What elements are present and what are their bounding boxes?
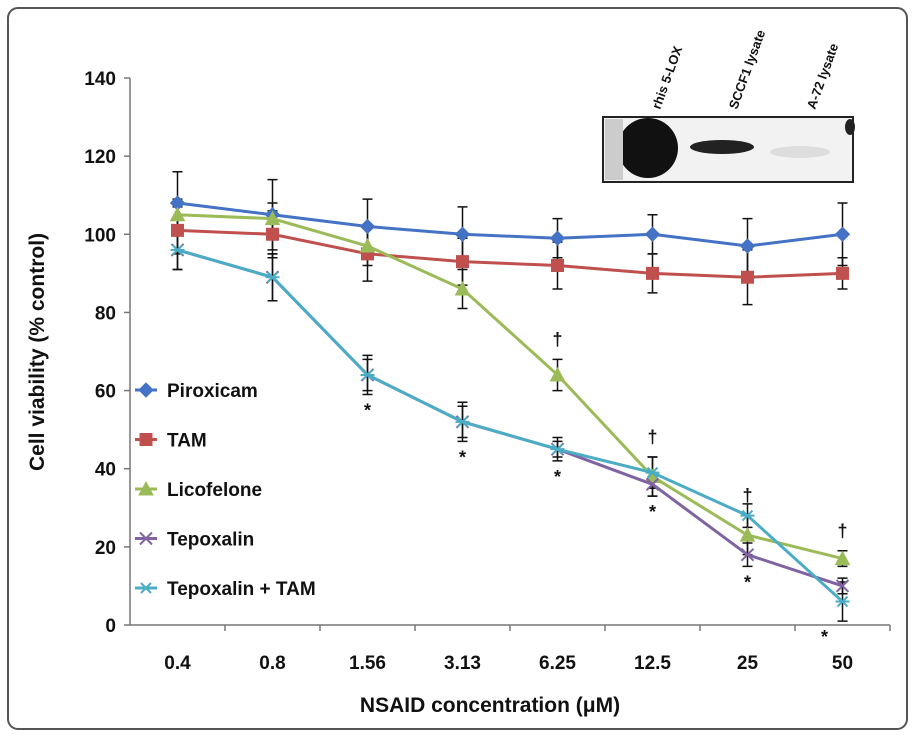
legend-marker xyxy=(138,382,154,398)
marker xyxy=(645,477,660,492)
x-tick-label: 3.13 xyxy=(444,653,481,674)
frame xyxy=(7,7,908,730)
marker xyxy=(551,259,564,273)
marker xyxy=(834,550,851,566)
series-line xyxy=(177,228,843,279)
annotation: * xyxy=(744,572,751,592)
marker xyxy=(835,579,850,593)
marker xyxy=(169,206,186,222)
annotation: † xyxy=(742,486,752,506)
marker xyxy=(266,227,279,241)
marker xyxy=(549,230,566,246)
legend-label: TAM xyxy=(167,431,207,452)
x-tick-label: 0.8 xyxy=(259,653,285,674)
marker xyxy=(740,547,755,562)
y-tick-label: 60 xyxy=(95,382,116,403)
marker xyxy=(549,366,566,382)
marker xyxy=(836,266,849,280)
x-tick-label: 1.56 xyxy=(349,653,386,674)
marker xyxy=(644,226,661,242)
inset-blot xyxy=(602,116,855,183)
x-tick-label: 50 xyxy=(832,653,853,674)
marker xyxy=(455,416,470,428)
marker xyxy=(456,255,469,269)
x-tick-label: 25 xyxy=(737,653,759,674)
annotation: * xyxy=(364,400,371,420)
annotation: * xyxy=(459,447,466,467)
x-axis-title: NSAID concentration (μM) xyxy=(360,694,620,717)
annotation: † xyxy=(837,521,847,541)
legend-label: Piroxicam xyxy=(167,381,258,402)
legend-label: Licofelone xyxy=(167,480,262,501)
series-line xyxy=(177,248,844,603)
annotation: * xyxy=(554,467,561,487)
y-tick-label: 0 xyxy=(105,616,116,637)
x-tick-label: 12.5 xyxy=(634,653,671,674)
y-tick-label: 100 xyxy=(84,225,116,246)
y-tick-label: 120 xyxy=(84,147,116,168)
marker xyxy=(359,237,376,253)
marker xyxy=(360,369,375,381)
y-tick-label: 20 xyxy=(95,538,116,559)
marker xyxy=(550,443,565,455)
blot-edge xyxy=(605,119,623,180)
annotation: † xyxy=(552,329,562,349)
marker xyxy=(741,270,754,284)
marker xyxy=(170,244,185,256)
blot-band xyxy=(770,146,830,158)
legend-marker xyxy=(139,531,153,546)
legend-marker xyxy=(139,582,153,594)
series-line xyxy=(177,201,843,248)
marker xyxy=(740,509,755,522)
y-tick-label: 80 xyxy=(95,303,116,324)
marker xyxy=(265,271,280,283)
x-tick-label: 0.4 xyxy=(164,653,191,674)
y-tick-label: 140 xyxy=(84,69,116,90)
marker xyxy=(454,280,471,296)
marker xyxy=(454,226,471,242)
annotation: † xyxy=(647,427,657,447)
marker xyxy=(739,238,756,254)
blot-band xyxy=(690,140,754,154)
legend-marker xyxy=(138,480,154,496)
marker xyxy=(739,527,756,542)
y-tick-label: 40 xyxy=(95,460,116,481)
marker xyxy=(834,226,851,242)
series-line xyxy=(177,213,843,561)
annotation: * xyxy=(821,627,828,647)
legend-label: Tepoxalin + TAM xyxy=(167,579,316,600)
marker xyxy=(359,218,376,235)
marker xyxy=(646,266,659,280)
legend-marker xyxy=(139,433,153,446)
marker xyxy=(264,210,281,226)
y-axis-title: Cell viability (% control) xyxy=(26,233,49,471)
blot-spot xyxy=(845,119,855,135)
marker xyxy=(835,595,850,608)
x-tick-label: 6.25 xyxy=(539,653,576,674)
annotation: * xyxy=(649,502,656,522)
legend-label: Tepoxalin xyxy=(167,530,254,551)
marker xyxy=(171,223,184,237)
blot-band xyxy=(618,118,678,178)
marker xyxy=(645,466,660,479)
